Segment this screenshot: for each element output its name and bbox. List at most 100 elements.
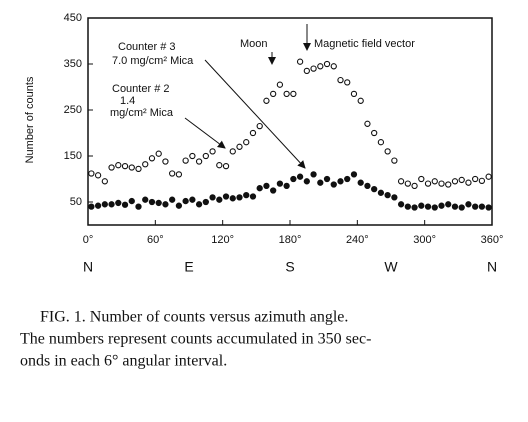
point (175, 202, 183, 209)
point (222, 162, 230, 170)
point (283, 182, 290, 190)
compass-label: N (487, 259, 497, 275)
point (256, 185, 263, 192)
point (115, 162, 122, 169)
point (391, 157, 398, 164)
point (276, 180, 284, 187)
annotation: mg/cm² Mica (110, 107, 174, 119)
point (148, 198, 156, 206)
point (249, 129, 257, 137)
point (424, 203, 432, 210)
caption-line: The numbers represent counts accumulated… (20, 331, 371, 348)
caption-line: FIG. 1. Number of counts versus azimuth … (40, 309, 348, 326)
point (256, 122, 263, 130)
x-tick-label: 120° (211, 234, 234, 246)
point (202, 152, 209, 160)
point (243, 191, 250, 199)
point (431, 178, 438, 185)
point (108, 164, 115, 171)
point (195, 201, 203, 208)
point (323, 60, 331, 68)
point (128, 164, 135, 171)
point (216, 196, 223, 203)
point (229, 148, 236, 155)
point (142, 196, 149, 203)
compass-label: S (285, 259, 294, 275)
point (202, 198, 209, 206)
point (236, 194, 243, 201)
point (384, 191, 391, 199)
y-tick-label: 50 (70, 196, 82, 208)
point (438, 180, 445, 187)
point (397, 201, 405, 208)
point (384, 148, 391, 155)
point (330, 181, 337, 188)
point (189, 152, 196, 160)
point (148, 155, 156, 162)
point (310, 171, 317, 178)
point (229, 195, 236, 202)
point (296, 173, 304, 180)
point (411, 204, 418, 211)
point (169, 170, 176, 177)
point (330, 63, 337, 70)
point (371, 129, 378, 137)
annotation: Magnetic field vector (314, 38, 415, 50)
point (337, 76, 344, 84)
point (195, 158, 203, 165)
point (209, 194, 216, 201)
point (283, 90, 290, 98)
point (135, 165, 142, 173)
point (357, 179, 364, 186)
point (404, 203, 411, 210)
point (472, 175, 479, 183)
point (478, 177, 486, 184)
point (350, 90, 358, 98)
point (485, 204, 492, 211)
point (270, 90, 277, 98)
point (189, 196, 196, 203)
point (397, 178, 405, 185)
point (121, 162, 129, 170)
point (94, 202, 102, 209)
annotation: Moon (240, 38, 268, 50)
point (115, 199, 122, 207)
point (364, 182, 371, 190)
compass-label: N (83, 259, 93, 275)
annotation: 1.4 (120, 95, 135, 107)
point (101, 201, 108, 208)
point (451, 178, 459, 185)
point (404, 180, 411, 187)
point (465, 179, 472, 186)
x-tick-label: 360° (481, 234, 504, 246)
point (458, 176, 465, 184)
point (270, 187, 277, 194)
point (377, 139, 385, 146)
point (290, 90, 297, 98)
point (303, 178, 310, 185)
compass-label: W (384, 259, 398, 275)
point (411, 182, 418, 190)
point (377, 189, 385, 196)
point (121, 201, 129, 208)
point (458, 204, 465, 211)
point (101, 178, 108, 185)
point (350, 171, 358, 178)
point (128, 197, 135, 205)
y-tick-label: 250 (64, 104, 82, 116)
point (276, 81, 284, 88)
point (236, 143, 243, 150)
point (249, 193, 257, 200)
point (391, 194, 398, 201)
point (357, 97, 364, 104)
annotation: 7.0 mg/cm² Mica (112, 55, 194, 67)
point (94, 172, 102, 179)
arrow (204, 59, 306, 169)
point (438, 202, 445, 209)
x-tick-label: 0° (83, 234, 94, 246)
x-tick-label: 180° (279, 234, 302, 246)
arrow (184, 117, 226, 149)
point (142, 161, 149, 168)
